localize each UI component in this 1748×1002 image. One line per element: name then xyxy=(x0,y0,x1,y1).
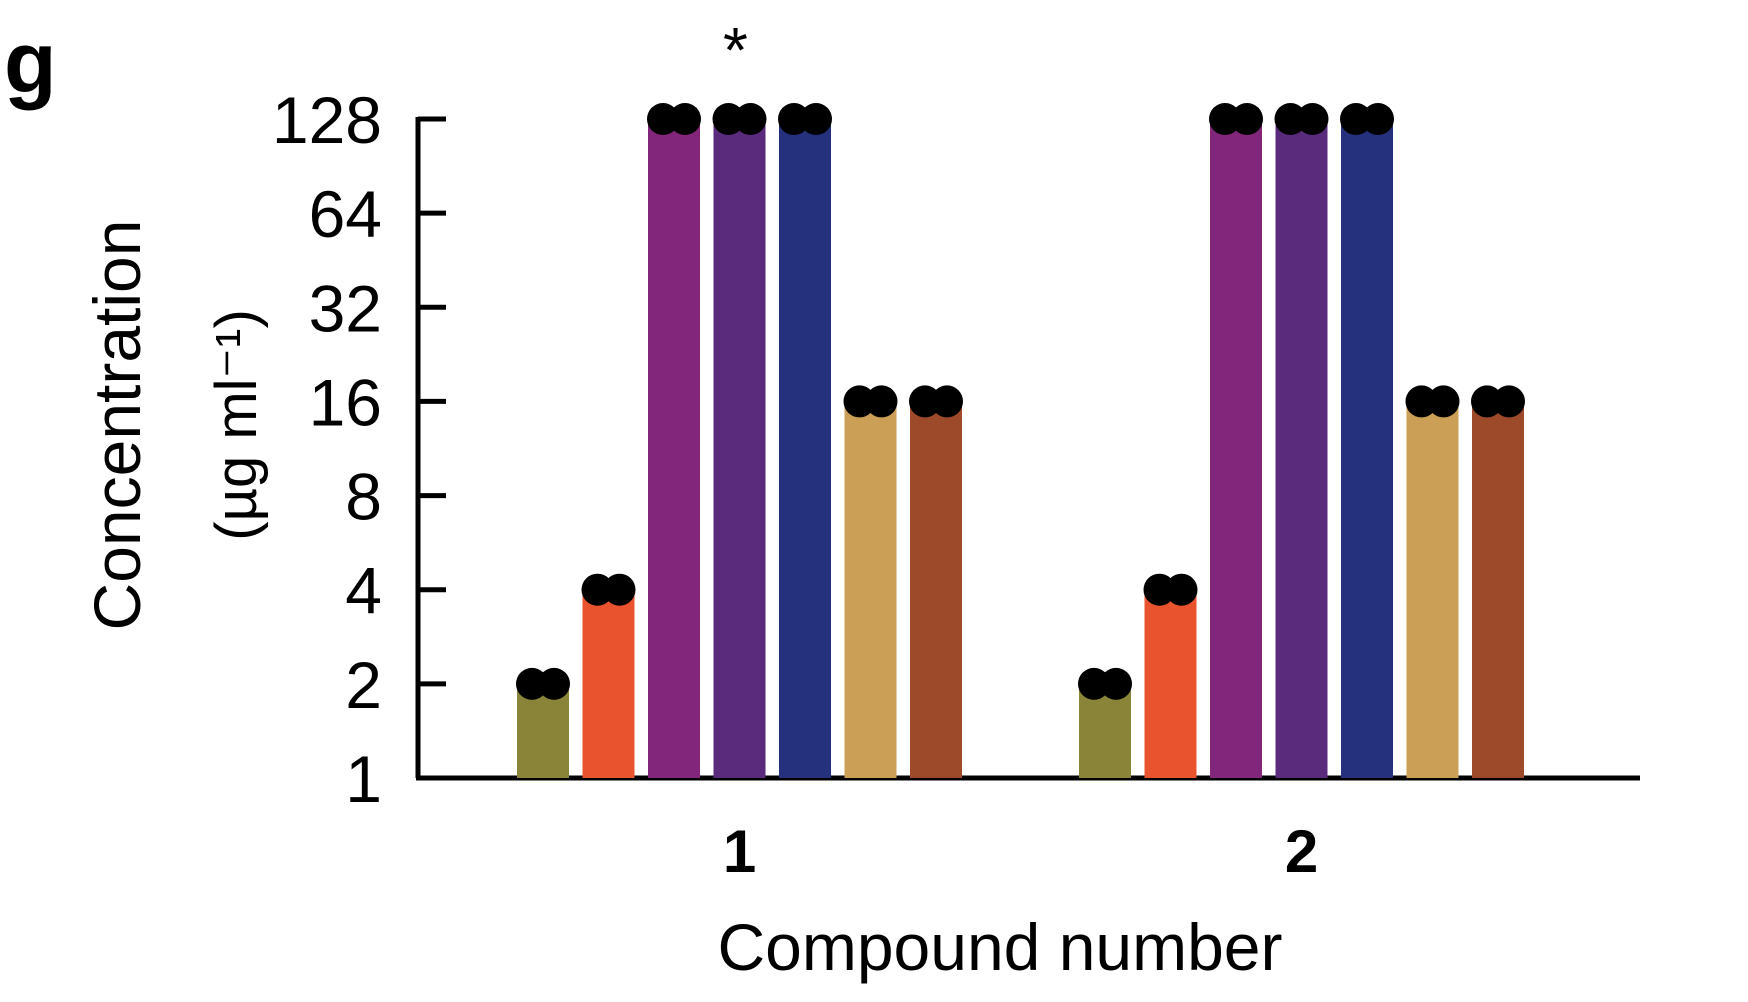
y-tick-label: 16 xyxy=(309,365,382,439)
replicate-dot xyxy=(1405,385,1438,418)
bar xyxy=(582,589,635,778)
y-tick-label: 128 xyxy=(272,83,382,157)
y-axis-unit: (µg ml⁻¹) xyxy=(204,309,269,541)
bar xyxy=(1210,119,1262,778)
y-axis-label: Concentration xyxy=(80,220,154,631)
bar xyxy=(648,119,700,778)
replicate-dot xyxy=(778,103,810,135)
y-tick-label: 4 xyxy=(345,554,382,628)
y-axis-title: Concentration (µg ml⁻¹) xyxy=(80,220,269,631)
y-tick-label: 8 xyxy=(345,460,382,534)
annotations: * xyxy=(723,14,748,86)
replicate-dot xyxy=(712,103,745,135)
replicate-dot xyxy=(603,573,636,606)
replicate-dot xyxy=(647,103,679,135)
y-ticks: 1 2 4 8 16 32 64 128 xyxy=(272,83,446,816)
replicate-dot xyxy=(1427,385,1460,418)
replicate-dot xyxy=(865,385,898,418)
replicate-dot xyxy=(1274,103,1307,135)
bar xyxy=(1079,683,1131,778)
y-tick-label: 1 xyxy=(345,742,382,816)
bar xyxy=(910,401,962,778)
replicate-dot xyxy=(1209,103,1241,135)
bar xyxy=(1472,401,1524,778)
bar xyxy=(844,401,897,778)
bar xyxy=(1275,119,1328,778)
replicate-dot xyxy=(516,667,548,700)
y-tick-label: 64 xyxy=(309,177,382,251)
replicate-dot xyxy=(1362,103,1394,135)
replicate-dot xyxy=(1296,103,1329,135)
bar xyxy=(713,119,766,778)
bars xyxy=(516,103,1525,778)
replicate-dot xyxy=(538,667,570,700)
bar xyxy=(779,119,831,778)
replicate-dot xyxy=(1100,667,1132,700)
replicate-dot xyxy=(1493,385,1525,418)
replicate-dot xyxy=(843,385,876,418)
replicate-dot xyxy=(1340,103,1372,135)
replicate-dot xyxy=(581,573,614,606)
significance-asterisk: * xyxy=(723,14,748,86)
replicate-dot xyxy=(909,385,941,418)
bar xyxy=(1144,589,1197,778)
bar xyxy=(517,683,569,778)
y-tick-label: 2 xyxy=(345,648,382,722)
panel-label: g xyxy=(4,15,57,111)
x-axis-label: Compound number xyxy=(718,910,1283,984)
x-tick-label: 2 xyxy=(1285,818,1318,885)
replicate-dot xyxy=(734,103,767,135)
y-tick-label: 32 xyxy=(309,271,382,345)
bar xyxy=(1406,401,1459,778)
replicate-dot xyxy=(800,103,832,135)
x-tick-label: 1 xyxy=(723,818,756,885)
replicate-dot xyxy=(1165,573,1198,606)
bar xyxy=(1341,119,1393,778)
replicate-dot xyxy=(931,385,963,418)
replicate-dot xyxy=(1231,103,1263,135)
replicate-dot xyxy=(669,103,701,135)
replicate-dot xyxy=(1078,667,1110,700)
replicate-dot xyxy=(1143,573,1176,606)
replicate-dot xyxy=(1471,385,1503,418)
